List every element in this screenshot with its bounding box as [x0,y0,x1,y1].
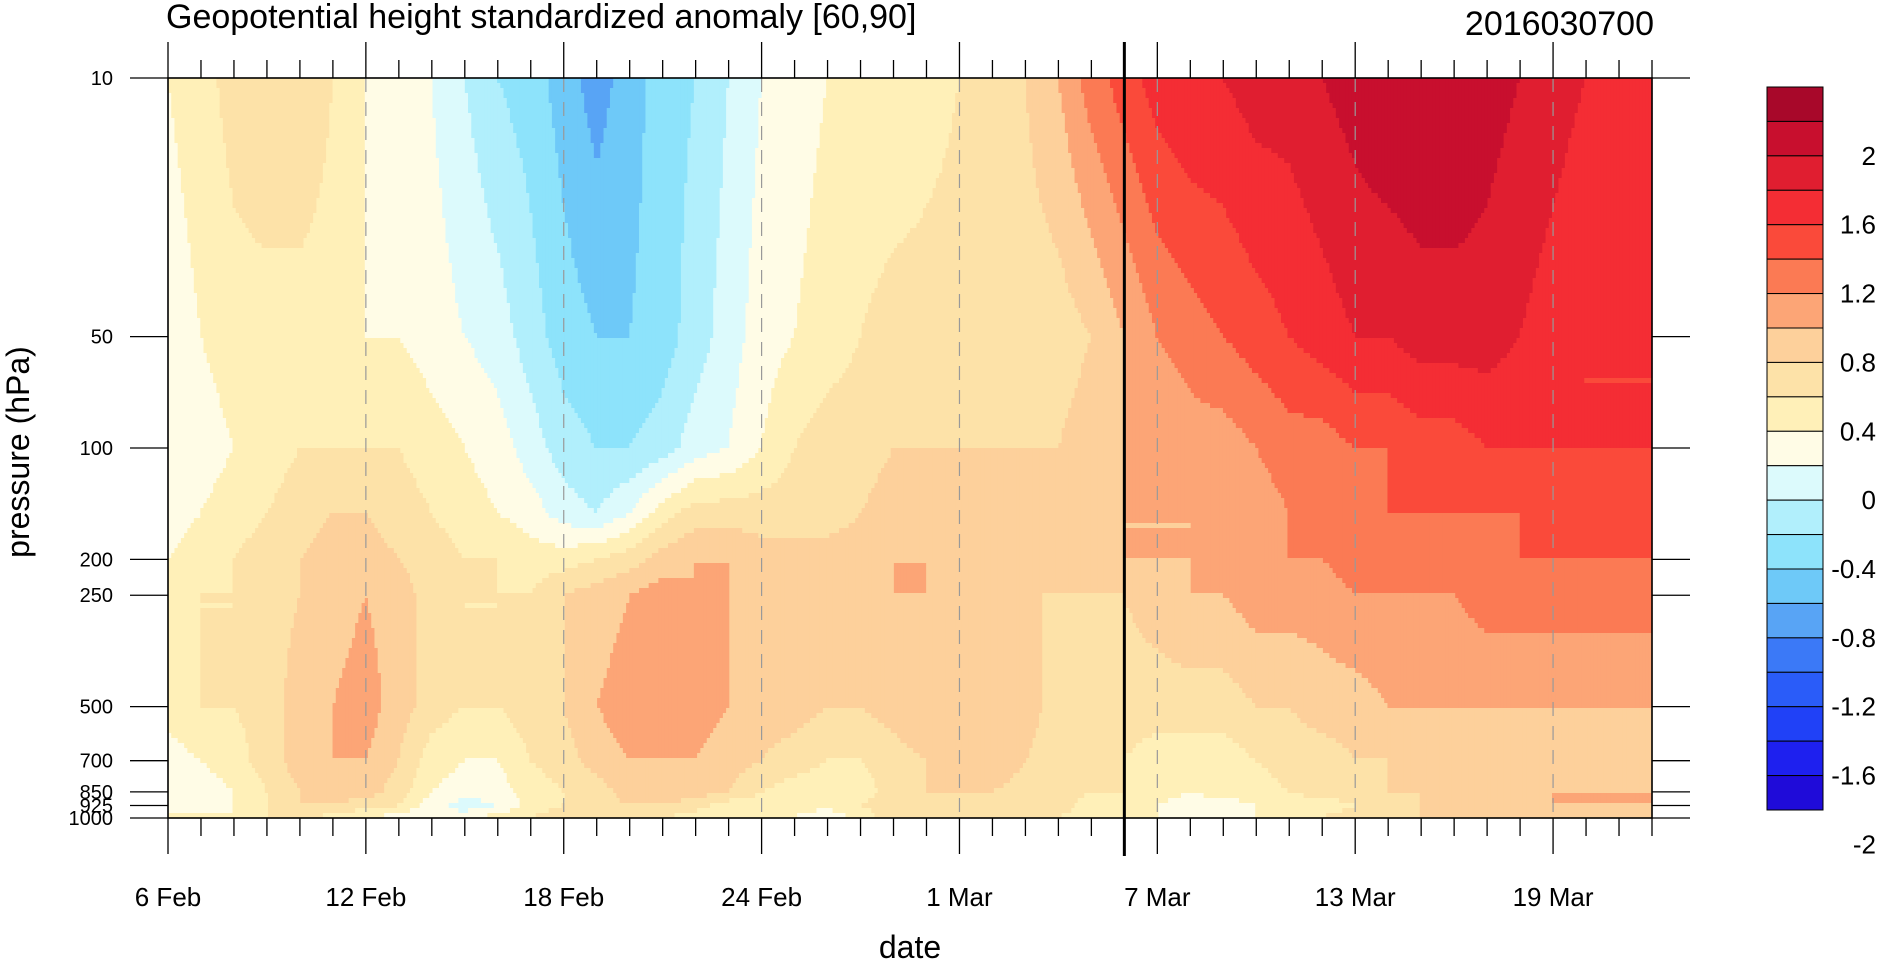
geopotential-anomaly-chart: 6 Feb 12 Feb 18 Feb 24 Feb 1 Mar 7 Mar 13 Mar 1… [0,0,1889,963]
contour-field [168,78,1653,819]
